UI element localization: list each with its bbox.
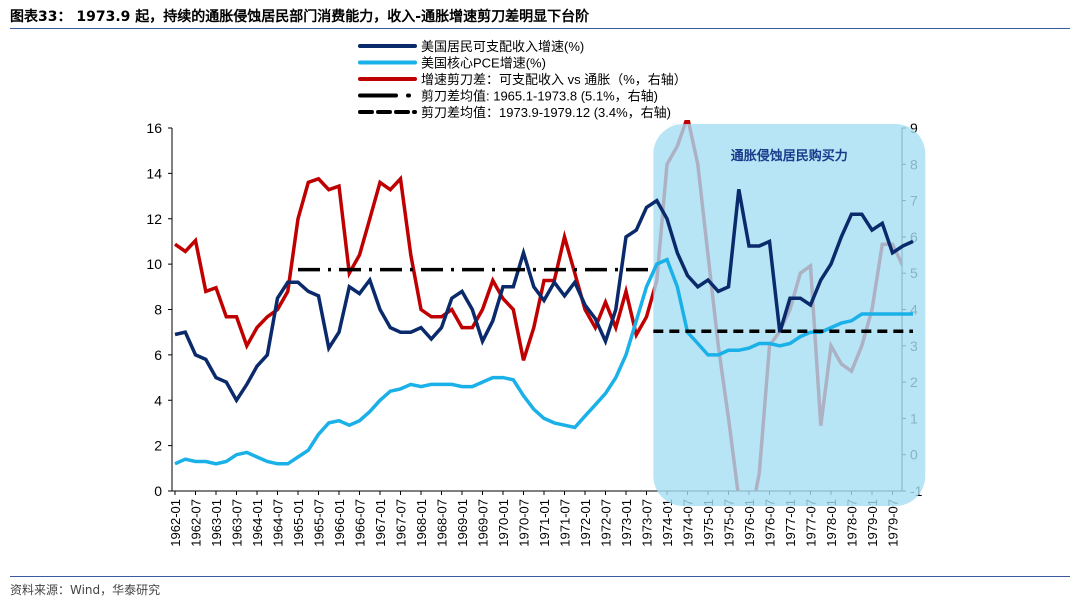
x-tick-label: 1970-07 [517,499,532,547]
left-tick-label: 2 [154,438,162,454]
x-tick-label: 1966-01 [332,499,347,547]
x-tick-label: 1978-01 [824,499,839,547]
x-tick-label: 1973-07 [640,499,655,547]
x-tick-label: 1971-07 [558,499,573,547]
left-tick-label: 8 [154,302,162,318]
x-tick-label: 1972-07 [599,499,614,547]
divider [10,28,1070,29]
x-tick-label: 1970-01 [496,499,511,547]
x-tick-label: 1972-01 [578,499,593,547]
x-tick-label: 1977-01 [783,499,798,547]
x-tick-label: 1962-07 [189,499,204,547]
x-tick-label: 1964-07 [271,499,286,547]
x-tick-label: 1971-01 [537,499,552,547]
divider [10,576,1070,577]
x-tick-label: 1976-01 [742,499,757,547]
x-tick-label: 1968-07 [435,499,450,547]
x-tick-label: 1967-01 [373,499,388,547]
x-tick-label: 1979-01 [865,499,880,547]
legend-label: 剪刀差均值: 1965.1-1973.8 (5.1%，右轴) [421,89,658,104]
x-tick-label: 1966-07 [353,499,368,547]
x-tick-label: 1977-07 [804,499,819,547]
left-tick-label: 0 [154,483,162,499]
legend-label: 增速剪刀差：可支配收入 vs 通胀（%，右轴） [421,72,687,87]
x-tick-label: 1969-07 [476,499,491,547]
series-pce-line [174,257,913,466]
left-tick-label: 10 [146,256,162,272]
x-tick-label: 1979-07 [886,499,901,547]
source-note: 资料来源：Wind，华泰研究 [10,583,161,597]
x-tick-label: 1963-01 [209,499,224,547]
x-tick-label: 1968-01 [414,499,429,547]
x-tick-label: 1969-01 [455,499,470,547]
series-income-line [174,188,914,404]
legend-label: 美国居民可支配收入增速(%) [421,39,584,54]
legend-label: 剪刀差均值：1973.9-1979.12 (3.4%，右轴) [421,105,671,120]
left-tick-label: 12 [146,211,162,227]
x-tick-label: 1975-07 [722,499,737,547]
x-tick-label: 1975-01 [701,499,716,547]
x-tick-label: 1967-07 [394,499,409,547]
x-tick-label: 1973-01 [619,499,634,547]
x-tick-label: 1963-07 [230,499,245,547]
left-tick-label: 14 [146,165,162,181]
x-tick-label: 1962-01 [168,499,183,547]
left-tick-label: 4 [154,392,162,408]
shaded-region [653,124,926,506]
left-tick-label: 16 [146,120,162,136]
x-tick-label: 1974-07 [681,499,696,547]
x-tick-label: 1964-01 [250,499,265,547]
x-tick-label: 1965-07 [312,499,327,547]
annotation-label: 通胀侵蚀居民购买力 [731,148,848,163]
x-tick-label: 1976-07 [763,499,778,547]
right-tick-label: 9 [910,120,918,136]
x-tick-label: 1978-07 [845,499,860,547]
legend-label: 美国核心PCE增速(%) [421,56,546,71]
left-tick-label: 6 [154,347,162,363]
x-tick-label: 1965-01 [291,499,306,547]
x-tick-label: 1974-01 [660,499,675,547]
chart-title: 图表33： 1973.9 起，持续的通胀侵蚀居民部门消费能力，收入-通胀增速剪刀… [10,9,590,25]
